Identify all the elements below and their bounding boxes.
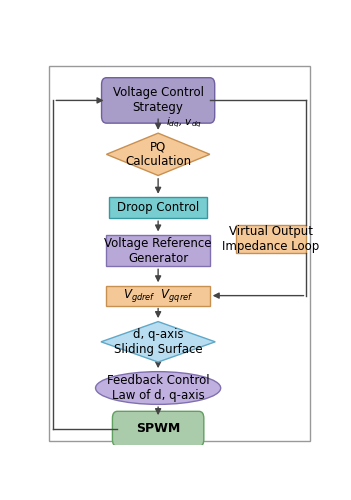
Text: d, q-axis
Sliding Surface: d, q-axis Sliding Surface [114, 328, 203, 356]
Text: Voltage Control
Strategy: Voltage Control Strategy [113, 86, 204, 115]
FancyBboxPatch shape [106, 235, 210, 266]
Polygon shape [106, 133, 210, 176]
Text: Feedback Control
Law of d, q-axis: Feedback Control Law of d, q-axis [107, 374, 210, 402]
Text: $i_{dq}$, $v_{dq}$: $i_{dq}$, $v_{dq}$ [166, 116, 203, 130]
Text: Droop Control: Droop Control [117, 201, 199, 214]
Text: Voltage Reference
Generator: Voltage Reference Generator [104, 236, 212, 264]
FancyBboxPatch shape [106, 286, 210, 306]
Polygon shape [101, 322, 215, 362]
Text: Virtual Output
Impedance Loop: Virtual Output Impedance Loop [223, 225, 320, 253]
FancyBboxPatch shape [236, 224, 306, 254]
FancyBboxPatch shape [101, 78, 215, 123]
FancyBboxPatch shape [109, 197, 207, 218]
FancyBboxPatch shape [112, 412, 204, 446]
Text: $V_{gdref}$  $V_{gqref}$: $V_{gdref}$ $V_{gqref}$ [123, 287, 193, 304]
Text: PQ
Calculation: PQ Calculation [125, 140, 191, 168]
Text: SPWM: SPWM [136, 422, 180, 436]
Ellipse shape [95, 372, 221, 404]
